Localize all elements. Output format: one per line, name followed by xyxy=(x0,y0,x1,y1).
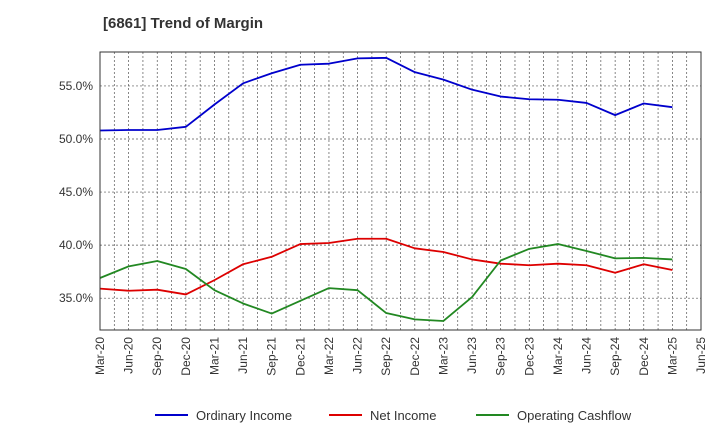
x-tick-label: Sep-20 xyxy=(150,337,164,376)
legend-label: Operating Cashflow xyxy=(517,408,632,423)
x-tick-label: Jun-24 xyxy=(580,337,594,374)
x-tick-label: Mar-25 xyxy=(665,337,679,375)
x-tick-label: Sep-23 xyxy=(494,337,508,376)
chart-title: [6861] Trend of Margin xyxy=(103,15,264,32)
plot-area-border xyxy=(99,51,702,331)
plot-area-background xyxy=(100,52,701,330)
x-tick-label: Jun-23 xyxy=(465,337,479,374)
gridlines xyxy=(100,52,701,330)
x-tick-label: Mar-24 xyxy=(551,337,565,375)
y-tick-label: 35.0% xyxy=(59,291,93,305)
x-tick-label: Mar-23 xyxy=(436,337,450,375)
legend-label: Net Income xyxy=(370,408,436,423)
x-tick-label: Dec-21 xyxy=(293,337,307,376)
y-tick-label: 50.0% xyxy=(59,132,93,146)
series-line-ordinary-income xyxy=(99,56,673,132)
y-axis-ticks: 35.0% 40.0% 45.0% 50.0% 55.0% xyxy=(59,79,93,305)
series-lines xyxy=(99,56,673,322)
x-tick-label: Mar-21 xyxy=(207,337,221,375)
x-tick-label: Mar-22 xyxy=(322,337,336,375)
y-tick-label: 55.0% xyxy=(59,79,93,93)
x-tick-label: Sep-21 xyxy=(265,337,279,376)
x-tick-label: Jun-22 xyxy=(351,337,365,374)
x-tick-label: Sep-22 xyxy=(379,337,393,376)
legend: Ordinary Income Net Income Operating Cashf… xyxy=(155,408,632,423)
series-line-net-income xyxy=(99,237,673,296)
x-tick-label: Dec-24 xyxy=(637,337,651,376)
x-tick-label: Jun-25 xyxy=(694,337,708,374)
x-tick-label: Dec-20 xyxy=(179,337,193,376)
x-tick-label: Dec-22 xyxy=(408,337,422,376)
series-line-operating-cashflow xyxy=(99,243,673,322)
legend-label: Ordinary Income xyxy=(196,408,292,423)
x-axis-ticks: Mar-20 Jun-20 Sep-20 Dec-20 Mar-21 Jun-21 Sep-… xyxy=(93,337,708,376)
x-tick-label: Jun-21 xyxy=(236,337,250,374)
y-tick-label: 45.0% xyxy=(59,185,93,199)
y-tick-label: 40.0% xyxy=(59,238,93,252)
x-tick-label: Dec-23 xyxy=(522,337,536,376)
x-tick-label: Jun-20 xyxy=(122,337,136,374)
x-tick-label: Sep-24 xyxy=(608,337,622,376)
x-tick-label: Mar-20 xyxy=(93,337,107,375)
